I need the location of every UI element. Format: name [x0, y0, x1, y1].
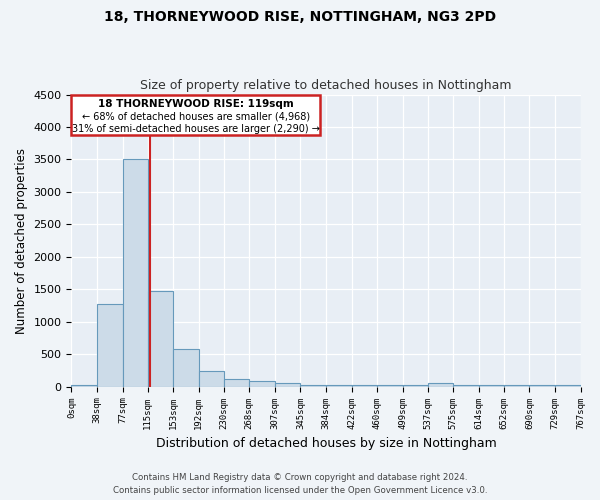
- Text: 18, THORNEYWOOD RISE, NOTTINGHAM, NG3 2PD: 18, THORNEYWOOD RISE, NOTTINGHAM, NG3 2P…: [104, 10, 496, 24]
- Text: Contains HM Land Registry data © Crown copyright and database right 2024.
Contai: Contains HM Land Registry data © Crown c…: [113, 474, 487, 495]
- Bar: [377, 384, 403, 386]
- Title: Size of property relative to detached houses in Nottingham: Size of property relative to detached ho…: [140, 79, 512, 92]
- Text: ← 68% of detached houses are smaller (4,968): ← 68% of detached houses are smaller (4,…: [82, 111, 310, 121]
- Bar: [403, 384, 428, 386]
- Bar: [352, 384, 377, 386]
- Bar: [428, 383, 453, 386]
- Bar: [249, 381, 275, 386]
- Text: 31% of semi-detached houses are larger (2,290) →: 31% of semi-detached houses are larger (…: [72, 124, 320, 134]
- Y-axis label: Number of detached properties: Number of detached properties: [15, 148, 28, 334]
- Bar: [301, 384, 326, 386]
- Bar: [97, 304, 122, 386]
- Bar: [224, 379, 249, 386]
- Bar: [275, 383, 301, 386]
- Bar: [199, 371, 224, 386]
- Bar: [326, 384, 352, 386]
- Bar: [148, 290, 173, 386]
- Bar: [71, 384, 97, 386]
- FancyBboxPatch shape: [71, 94, 320, 136]
- X-axis label: Distribution of detached houses by size in Nottingham: Distribution of detached houses by size …: [155, 437, 496, 450]
- Bar: [122, 160, 148, 386]
- Bar: [173, 350, 199, 387]
- Text: 18 THORNEYWOOD RISE: 119sqm: 18 THORNEYWOOD RISE: 119sqm: [98, 98, 294, 108]
